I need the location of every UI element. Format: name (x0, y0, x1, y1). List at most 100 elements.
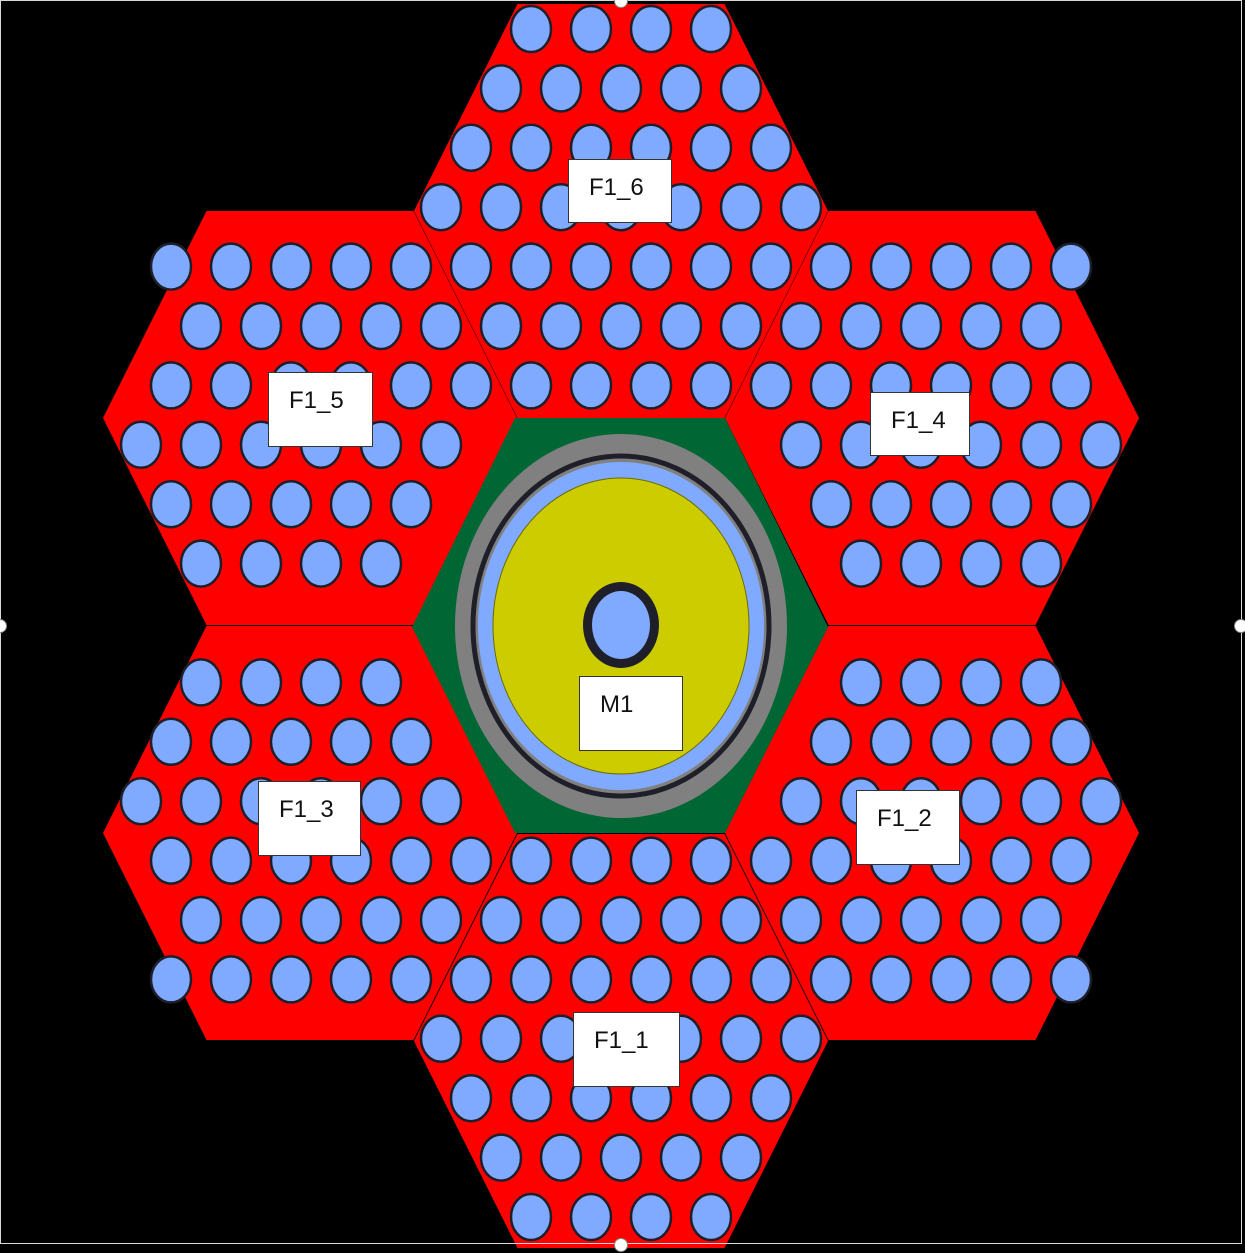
fuel-pin (479, 895, 523, 945)
fuel-pin (749, 955, 793, 1004)
fuel-pin (719, 64, 763, 113)
fuel-pin (149, 242, 193, 291)
fuel-pin (779, 420, 823, 470)
fuel-pin (779, 301, 823, 351)
fuel-pin (989, 479, 1033, 529)
resize-handle-right[interactable] (1234, 619, 1245, 633)
fuel-pin (539, 1133, 583, 1182)
label-f1-4[interactable]: F1_4 (870, 392, 970, 456)
fuel-pin (989, 361, 1033, 410)
fuel-pin (539, 64, 583, 113)
label-f1-5[interactable]: F1_5 (268, 372, 373, 447)
fuel-pin (329, 479, 373, 529)
fuel-pin (1049, 479, 1093, 529)
label-f1-1-text: F1_1 (594, 1027, 649, 1054)
fuel-pin (689, 1192, 733, 1242)
fuel-pin (1019, 301, 1063, 351)
fuel-pin (419, 776, 463, 826)
label-f1-2-text: F1_2 (877, 805, 932, 832)
fuel-pin (119, 776, 163, 826)
fuel-pin (929, 717, 973, 767)
fuel-pin (839, 658, 883, 707)
fuel-pin (629, 242, 673, 291)
fuel-pin (239, 539, 283, 588)
fuel-pin (419, 301, 463, 351)
label-f1-6-text: F1_6 (589, 174, 644, 201)
fuel-pin (659, 301, 703, 351)
fuel-pin (779, 1014, 823, 1064)
fuel-pin (269, 955, 313, 1004)
fuel-pin (719, 895, 763, 945)
fuel-pin (929, 479, 973, 529)
fuel-pin (479, 64, 523, 113)
fuel-pin (149, 955, 193, 1004)
fuel-pin (1019, 895, 1063, 945)
fuel-pin (419, 420, 463, 470)
fuel-pin (869, 717, 913, 767)
fuel-pin (899, 539, 943, 588)
fuel-pin (509, 955, 553, 1004)
label-m1-text: M1 (600, 691, 634, 718)
liner-ring (470, 453, 772, 799)
fuel-pin (179, 895, 223, 945)
label-f1-2[interactable]: F1_2 (856, 790, 960, 865)
fuel-pin (329, 242, 373, 291)
fuel-pin (389, 717, 433, 767)
moderator-assembly-m1 (412, 418, 828, 833)
fuel-pin (269, 479, 313, 529)
fuel-pin (1019, 776, 1063, 826)
fuel-pin (359, 301, 403, 351)
label-f1-3[interactable]: F1_3 (258, 781, 361, 856)
fuel-pin (509, 1192, 553, 1242)
fuel-pin (479, 1014, 523, 1064)
fuel-pin (449, 836, 493, 885)
fuel-pin (869, 955, 913, 1004)
label-f1-6[interactable]: F1_6 (568, 159, 672, 223)
fuel-pin (209, 361, 253, 410)
fuel-pin (179, 420, 223, 470)
fuel-pin (689, 361, 733, 410)
fuel-pin (689, 1073, 733, 1123)
fuel-pin (509, 4, 553, 54)
fuel-pin (179, 776, 223, 826)
fuel-pin (839, 539, 883, 588)
fuel-pin (149, 836, 193, 885)
fuel-pin (479, 1133, 523, 1182)
fuel-pin (839, 895, 883, 945)
fuel-pin (1079, 776, 1123, 826)
fuel-pin (719, 1133, 763, 1182)
fuel-pin (929, 955, 973, 1004)
fuel-pin (1019, 539, 1063, 588)
fuel-pin (689, 242, 733, 291)
fuel-pin (809, 836, 853, 885)
fuel-pin (989, 242, 1033, 291)
fuel-pin (449, 123, 493, 173)
fuel-pin (449, 1073, 493, 1123)
fuel-pin (509, 361, 553, 410)
label-m1[interactable]: M1 (579, 676, 683, 751)
fuel-pin (269, 717, 313, 767)
fuel-pin (149, 361, 193, 410)
fuel-pin (569, 1192, 613, 1242)
fuel-pin (209, 836, 253, 885)
fuel-pin (719, 1014, 763, 1064)
resize-handle-bottom[interactable] (614, 1238, 628, 1252)
fuel-pin (569, 361, 613, 410)
fuel-pin (959, 301, 1003, 351)
fuel-pin (599, 1133, 643, 1182)
fuel-pin (509, 123, 553, 173)
fuel-pin (899, 895, 943, 945)
fuel-pin (389, 836, 433, 885)
fuel-pin (569, 955, 613, 1004)
fuel-pin (989, 955, 1033, 1004)
fuel-pin (119, 420, 163, 470)
label-f1-1[interactable]: F1_1 (573, 1012, 680, 1087)
fuel-pin (749, 361, 793, 410)
fuel-pin (659, 64, 703, 113)
fuel-pin (1079, 420, 1123, 470)
fuel-pin (719, 182, 763, 232)
fuel-pin (929, 242, 973, 291)
label-f1-3-text: F1_3 (279, 796, 334, 823)
fuel-pin (899, 301, 943, 351)
fuel-pin (599, 895, 643, 945)
